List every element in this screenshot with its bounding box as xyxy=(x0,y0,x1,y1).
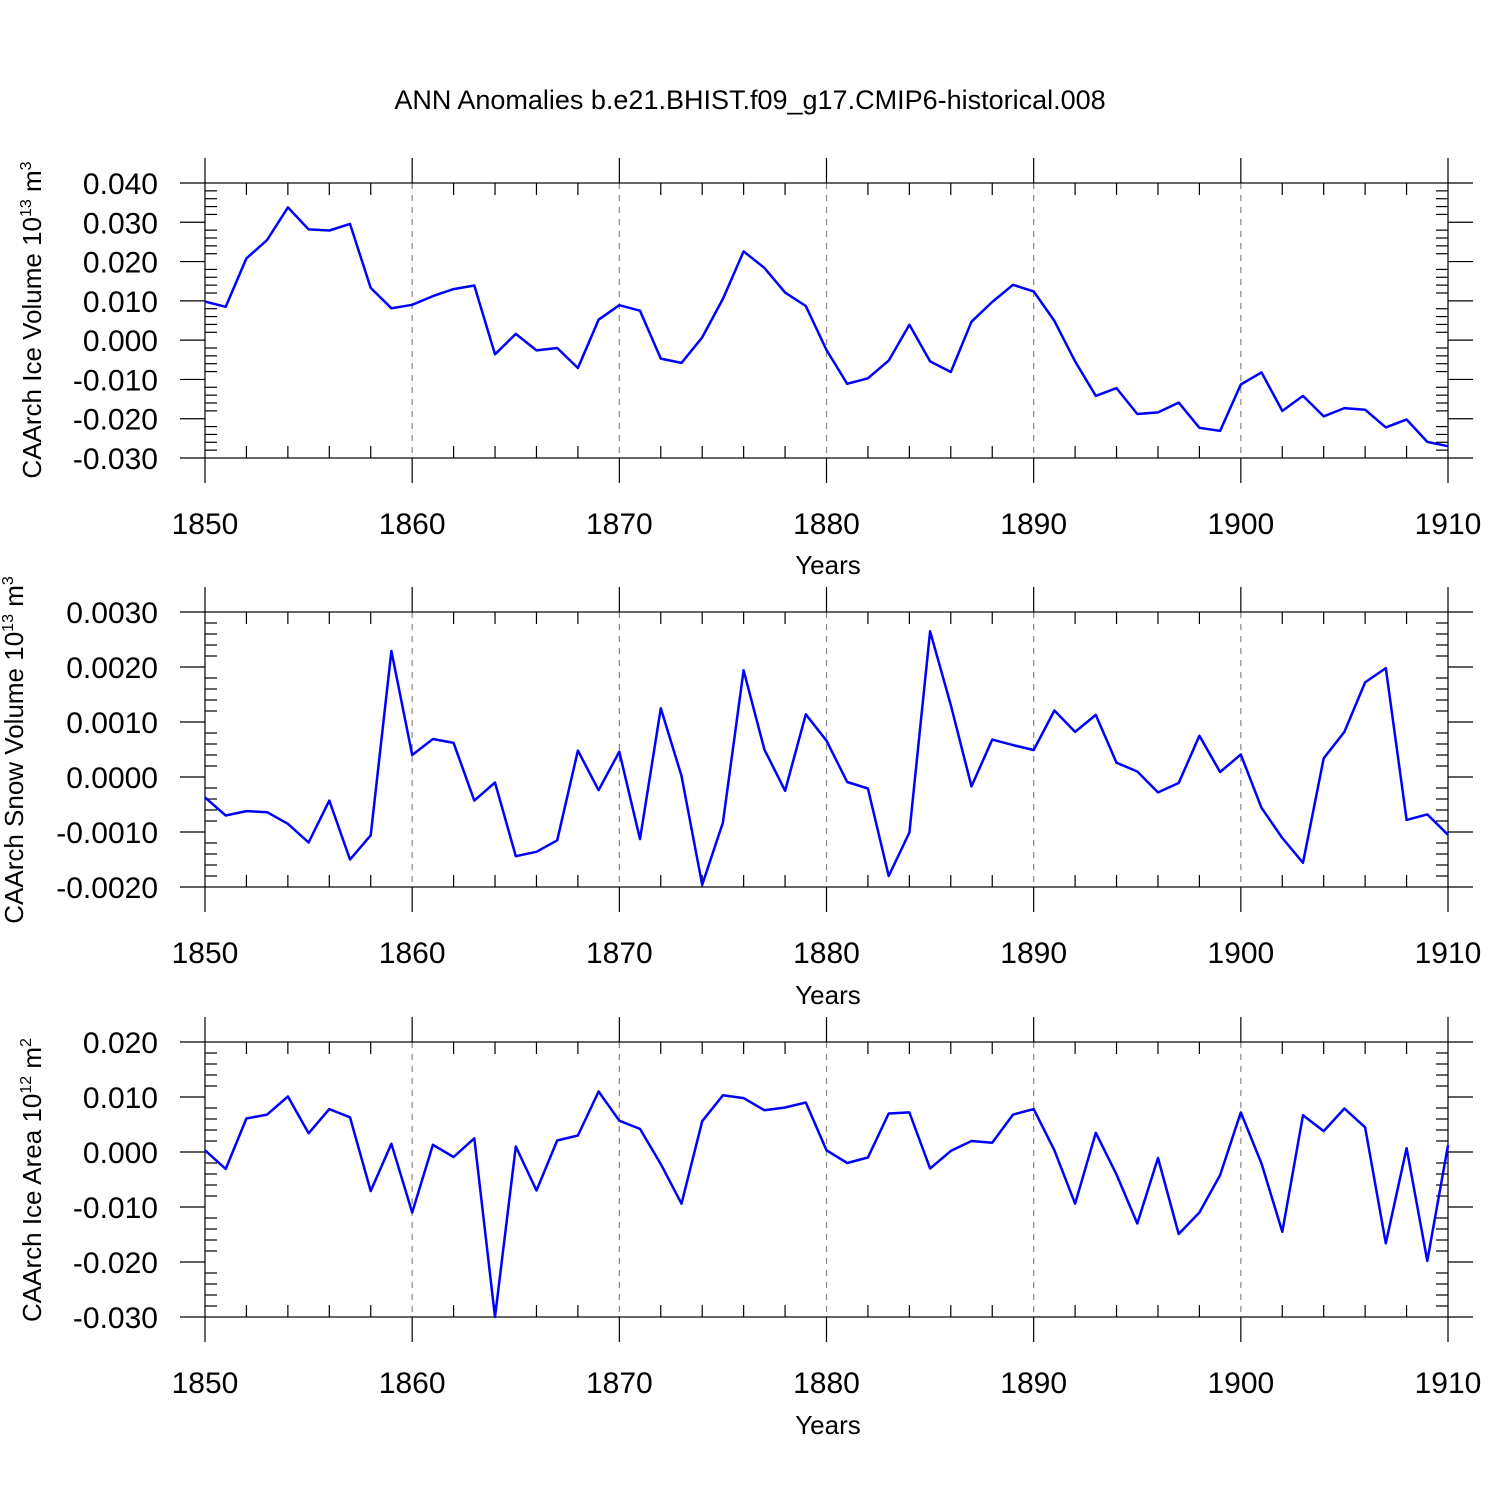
snow-volume-ytick-label: 0.0020 xyxy=(66,652,158,685)
ice-volume-panel: CAArch Ice Volume 1013 m3 Years 1850 1860… xyxy=(17,158,1481,580)
ice-area-xtick-label: 1870 xyxy=(586,1367,653,1400)
ice-volume-xtick-label: 1900 xyxy=(1207,508,1274,541)
ice-area-ytick-label: -0.010 xyxy=(73,1192,158,1225)
snow-volume-xtick-label: 1910 xyxy=(1415,937,1482,970)
ice-volume-ytick-label: 0.010 xyxy=(83,286,158,319)
ice-area-xtick-label: 1910 xyxy=(1415,1367,1482,1400)
ice-volume-series-line xyxy=(204,206,1449,448)
snow-volume-xtick-label: 1860 xyxy=(379,937,446,970)
ice-area-xlabel: Years xyxy=(795,1410,861,1440)
ice-volume-ytick-label: -0.030 xyxy=(73,443,158,476)
ice-volume-ytick-label: 0.000 xyxy=(83,325,158,358)
snow-volume-ytick-label: -0.0010 xyxy=(56,817,158,850)
ice-volume-ytick-label: -0.020 xyxy=(73,404,158,437)
snow-volume-xlabel: Years xyxy=(795,980,861,1010)
figure-title: ANN Anomalies b.e21.BHIST.f09_g17.CMIP6-… xyxy=(394,85,1105,115)
ice-area-panel: CAArch Ice Area 1012 m2 Years 1850 1860 18… xyxy=(17,1017,1481,1440)
ice-volume-ytick-label: 0.020 xyxy=(83,247,158,280)
ice-area-xtick-label: 1900 xyxy=(1207,1367,1274,1400)
ice-volume-xtick-label: 1850 xyxy=(172,508,239,541)
ice-area-series-line xyxy=(204,1090,1450,1319)
snow-volume-xtick-label: 1850 xyxy=(172,937,239,970)
ice-area-ytick-label: 0.010 xyxy=(83,1082,158,1115)
ice-area-ytick-label: -0.020 xyxy=(73,1247,158,1280)
snow-volume-panel: CAArch Snow Volume 1013 m3 Years 1850 186… xyxy=(0,576,1481,1010)
ice-volume-xtick-label: 1880 xyxy=(793,508,860,541)
ice-volume-xtick-label: 1890 xyxy=(1000,508,1067,541)
snow-volume-ytick-label: 0.0000 xyxy=(66,762,158,795)
ice-area-ytick-label: 0.000 xyxy=(83,1137,158,1170)
snow-volume-ytick-label: 0.0030 xyxy=(66,597,158,630)
ice-volume-xlabel: Years xyxy=(795,550,861,580)
ice-area-ytick-label: -0.030 xyxy=(73,1302,158,1335)
snow-volume-ylabel: CAArch Snow Volume 1013 m3 xyxy=(0,576,29,924)
ice-volume-xtick-label: 1910 xyxy=(1415,508,1482,541)
ice-volume-ytick-label: 0.040 xyxy=(83,168,158,201)
ice-area-xtick-label: 1860 xyxy=(379,1367,446,1400)
ice-area-xtick-label: 1850 xyxy=(172,1367,239,1400)
ice-volume-xtick-label: 1870 xyxy=(586,508,653,541)
ice-volume-ytick-label: -0.010 xyxy=(73,364,158,397)
ice-area-xtick-label: 1880 xyxy=(793,1367,860,1400)
snow-volume-ytick-label: -0.0020 xyxy=(56,872,158,905)
ice-volume-xtick-label: 1860 xyxy=(379,508,446,541)
ice-area-ylabel: CAArch Ice Area 1012 m2 xyxy=(17,1038,47,1322)
ice-volume-ytick-label: 0.030 xyxy=(83,207,158,240)
snow-volume-ytick-label: 0.0010 xyxy=(66,707,158,740)
ice-area-xtick-label: 1890 xyxy=(1000,1367,1067,1400)
ice-volume-ylabel: CAArch Ice Volume 1013 m3 xyxy=(17,161,47,478)
snow-volume-xtick-label: 1900 xyxy=(1207,937,1274,970)
snow-volume-xtick-label: 1890 xyxy=(1000,937,1067,970)
ice-area-ytick-label: 0.020 xyxy=(83,1027,158,1060)
snow-volume-series-line xyxy=(204,630,1449,887)
snow-volume-xtick-label: 1880 xyxy=(793,937,860,970)
snow-volume-xtick-label: 1870 xyxy=(586,937,653,970)
